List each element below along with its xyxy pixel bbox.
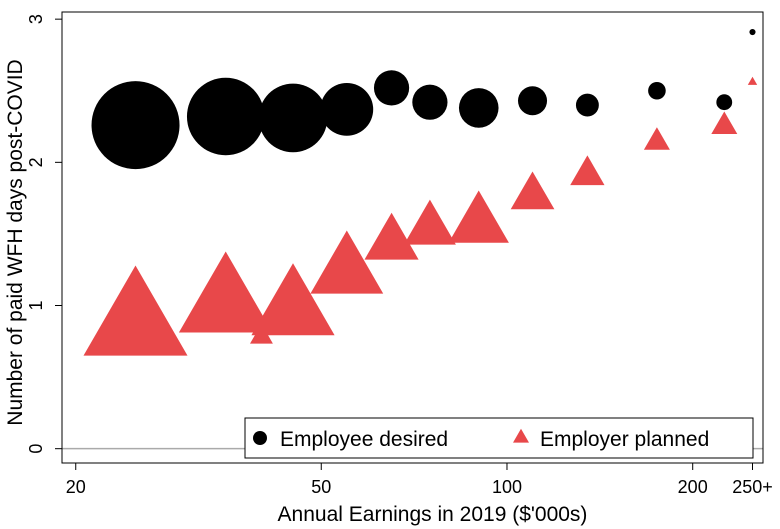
employee-desired-point	[749, 28, 756, 36]
y-tick-label: 1	[26, 301, 46, 311]
employer-planned-point	[310, 230, 384, 294]
employee-desired-point	[412, 84, 448, 120]
legend: Employee desired Employer planned	[244, 417, 754, 459]
employer-planned-point	[83, 265, 188, 356]
x-tick-label: 20	[66, 477, 86, 497]
legend-circle-marker	[253, 431, 267, 445]
employee-desired-point	[373, 70, 410, 106]
employer-planned-point	[448, 190, 509, 243]
employee-desired-markers	[91, 28, 756, 170]
x-tick-label: 200	[678, 477, 708, 497]
legend-label-employee-desired: Employee desired	[280, 428, 448, 451]
employee-desired-point	[575, 93, 599, 117]
legend-label-employer-planned: Employer planned	[540, 428, 709, 451]
employee-desired-point	[91, 81, 180, 170]
employee-desired-point	[458, 88, 499, 128]
x-tick-label: 100	[492, 477, 522, 497]
x-tick-label: 50	[311, 477, 331, 497]
y-axis-title: Number of paid WFH days post-COVID	[4, 59, 27, 425]
employee-desired-point	[258, 83, 328, 153]
employee-desired-point	[186, 77, 265, 156]
y-tick-label: 2	[26, 157, 46, 167]
employer-planned-point	[643, 127, 670, 150]
employer-planned-point	[178, 251, 273, 333]
y-tick-label: 0	[26, 444, 46, 454]
employer-planned-point	[570, 155, 605, 186]
x-axis-title: Annual Earnings in 2019 ($'000s)	[278, 503, 588, 526]
employer-planned-point	[403, 199, 456, 245]
employer-planned-point	[251, 263, 335, 336]
employer-planned-point	[510, 171, 555, 210]
employee-desired-point	[320, 82, 374, 136]
legend-triangle-marker	[513, 428, 529, 443]
y-axis-ticks: 0 1 2 3	[26, 14, 62, 454]
employee-desired-point	[716, 94, 733, 111]
employer-planned-point	[711, 111, 738, 134]
employer-planned-point	[747, 76, 758, 85]
y-tick-label: 3	[26, 14, 46, 24]
employer-planned-point	[364, 212, 419, 260]
employee-desired-point	[648, 81, 666, 100]
employee-desired-point	[517, 86, 548, 116]
employer-planned-markers	[83, 76, 758, 356]
plot-frame	[61, 11, 764, 464]
x-axis-ticks: 20 50 100 200 250+	[66, 463, 773, 497]
legend-box	[244, 417, 754, 459]
x-tick-label: 250+	[732, 477, 773, 497]
employer-planned-point	[250, 323, 273, 344]
